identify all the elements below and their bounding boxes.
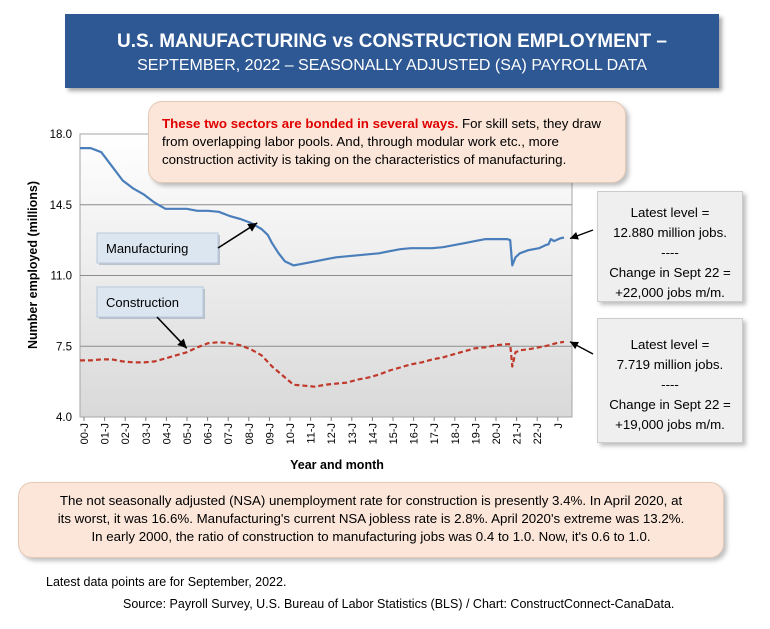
x-tick-label: 11-J <box>306 423 318 444</box>
top-note-line2: from overlapping labor pools. And, throu… <box>162 134 559 149</box>
x-tick-label: 12-J <box>326 423 338 444</box>
x-axis-label: Year and month <box>290 458 384 472</box>
chart-title-line1: U.S. MANUFACTURING vs CONSTRUCTION EMPLO… <box>117 31 667 52</box>
bottom-note-line3: In early 2000, the ratio of construction… <box>91 529 651 544</box>
mfg-box-line1: Latest level = <box>630 205 710 220</box>
bottom-note-line2: its worst, it was 16.6%. Manufacturing's… <box>57 511 685 526</box>
top-note-line3: construction activity is taking on the c… <box>162 152 567 167</box>
x-tick-label: 01-J <box>100 423 112 444</box>
x-tick-label: J <box>553 423 565 429</box>
y-axis-ticks: 4.0 7.5 11.0 14.5 18.0 <box>50 129 72 424</box>
x-tick-label: 05-J <box>182 423 194 444</box>
x-tick-label: 00-J <box>79 423 91 444</box>
y-tick-label: 18.0 <box>50 129 72 141</box>
source-credit: Source: Payroll Survey, U.S. Bureau of L… <box>123 597 675 611</box>
mfg-box-line5: +22,000 jobs m/m. <box>615 285 725 300</box>
x-tick-label: 22-J <box>532 423 544 444</box>
bottom-note-line1: The not seasonally adjusted (NSA) unempl… <box>59 493 683 508</box>
mfg-box-line4: Change in Sept 22 = <box>609 265 731 280</box>
annotation-label-construction: Construction <box>106 295 179 310</box>
x-tick-label: 17-J <box>429 423 441 444</box>
top-note-lead: These two sectors are bonded in several … <box>162 116 459 131</box>
annotation-label-manufacturing: Manufacturing <box>106 241 188 256</box>
annotation-arrowhead <box>247 222 258 232</box>
construction-latest-box: Latest level = 7.719 million jobs. ---- … <box>597 318 743 443</box>
x-tick-label: 19-J <box>470 423 482 444</box>
top-note-callout: These two sectors are bonded in several … <box>148 101 626 183</box>
x-tick-label: 09-J <box>264 423 276 444</box>
con-box-line1: Latest level = <box>630 337 710 352</box>
x-tick-label: 02-J <box>120 423 132 444</box>
y-tick-label: 11.0 <box>50 271 72 283</box>
x-tick-label: 21-J <box>512 423 524 444</box>
con-box-line4: Change in Sept 22 = <box>609 397 731 412</box>
construction-box-arrow-head <box>570 341 579 350</box>
series-lines <box>80 147 565 388</box>
y-tick-label: 7.5 <box>56 341 72 353</box>
footnote: Latest data points are for September, 20… <box>46 575 287 589</box>
x-tick-label: 07-J <box>223 423 235 444</box>
con-box-line5: +19,000 jobs m/m. <box>615 417 725 432</box>
x-tick-label: 13-J <box>347 423 359 444</box>
x-tick-label: 03-J <box>141 423 153 444</box>
x-tick-label: 08-J <box>244 423 256 444</box>
x-tick-label: 14-J <box>367 423 379 444</box>
annotation-arrowhead <box>177 338 187 349</box>
annotation-box <box>96 232 219 264</box>
x-tick-label: 18-J <box>450 423 462 444</box>
manufacturing-latest-box: Latest level = 12.880 million jobs. ----… <box>597 191 743 302</box>
top-note-line1: For skill sets, they draw <box>458 116 601 131</box>
con-box-line2: 7.719 million jobs. <box>616 357 724 372</box>
x-tick-label: 16-J <box>409 423 421 444</box>
chart-title-line2: SEPTEMBER, 2022 – SEASONALLY ADJUSTED (S… <box>137 57 647 74</box>
x-tick-label: 15-J <box>388 423 400 444</box>
bottom-note-callout: The not seasonally adjusted (NSA) unempl… <box>18 482 724 558</box>
mfg-box-line3: ---- <box>661 245 679 260</box>
con-box-line3: ---- <box>661 377 679 392</box>
x-tick-label: 10-J <box>285 423 297 444</box>
callout-arrows <box>569 229 594 355</box>
manufacturing-box-arrow-head <box>570 231 579 240</box>
mfg-box-line2: 12.880 million jobs. <box>613 225 727 240</box>
x-tick-label: 20-J <box>491 423 503 444</box>
x-tick-label: 04-J <box>161 423 173 444</box>
series-line-manufacturing <box>80 147 565 267</box>
annotation-box <box>96 286 204 318</box>
y-tick-label: 14.5 <box>50 200 72 212</box>
y-axis-label: Number employed (millions) <box>26 181 40 349</box>
x-tick-label: 06-J <box>203 423 215 444</box>
y-tick-label: 4.0 <box>56 412 72 424</box>
series-line-construction <box>80 340 565 388</box>
chart-title-banner: U.S. MANUFACTURING vs CONSTRUCTION EMPLO… <box>65 14 719 88</box>
annotations: Manufacturing Construction <box>96 222 258 349</box>
x-axis-ticks: 00-J 01-J 02-J 03-J 04-J 05-J 06-J 07-J 08-J 09-J… <box>79 417 565 444</box>
